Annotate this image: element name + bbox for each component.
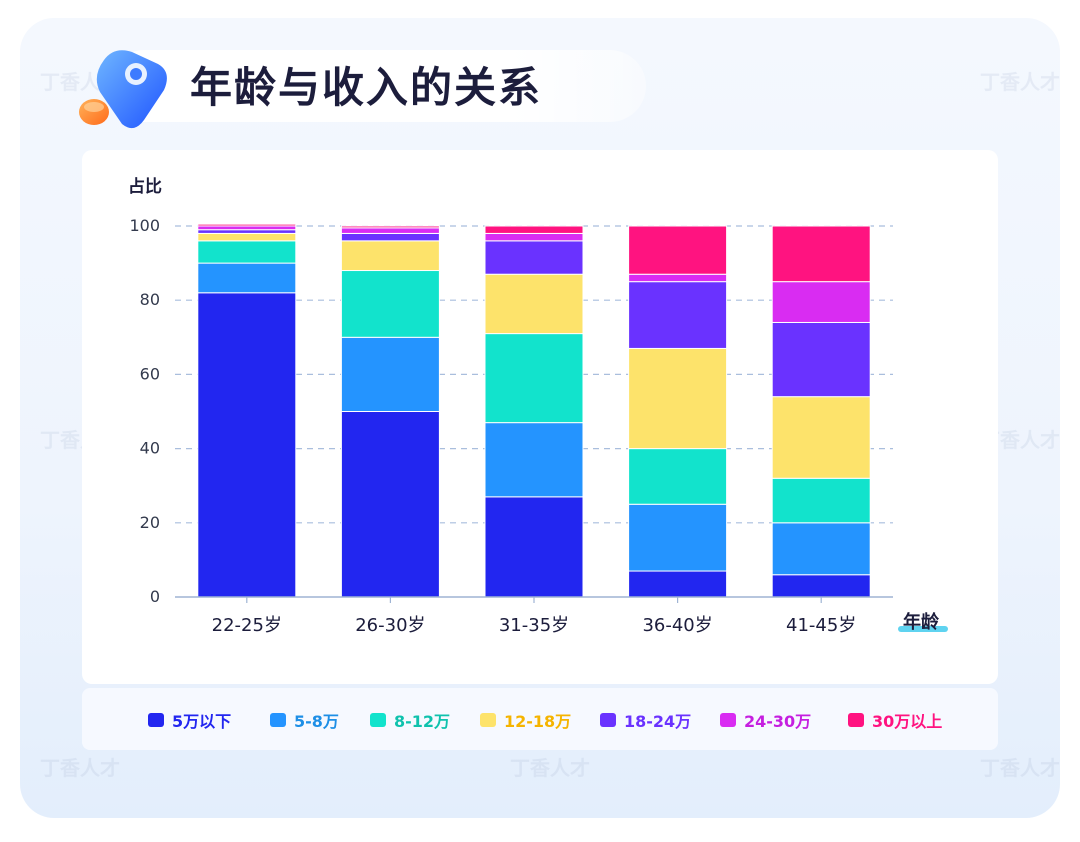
watermark: 丁香人才: [980, 756, 1060, 780]
legend-label: 5万以下: [172, 712, 232, 731]
legend-item: 5万以下: [148, 710, 232, 731]
bar-segment: [484, 240, 584, 275]
legend-swatch: [270, 713, 286, 727]
legend-swatch: [848, 713, 864, 727]
bar-segment: [340, 336, 440, 412]
bar-segment: [771, 396, 871, 479]
bar-segment: [340, 225, 440, 229]
watermark: 丁香人才: [980, 70, 1060, 94]
y-tick-label: 0: [150, 587, 160, 606]
bar-segment: [197, 240, 297, 264]
legend-item: 5-8万: [270, 710, 339, 731]
bar-segment: [484, 225, 584, 234]
legend-label: 30万以上: [872, 712, 943, 731]
y-tick-label: 60: [140, 364, 160, 383]
legend-label: 24-30万: [744, 712, 812, 731]
legend-item: 18-24万: [600, 710, 692, 731]
bar-segment: [197, 232, 297, 242]
bar-segment: [484, 333, 584, 424]
bar-segment: [197, 292, 297, 598]
watermark: 丁香人才: [510, 756, 590, 780]
bar-segment: [771, 225, 871, 283]
y-tick-label: 80: [140, 290, 160, 309]
bar-segment: [628, 281, 728, 349]
bar-segment: [340, 411, 440, 598]
bar-segment: [484, 273, 584, 335]
x-tick-label: 22-25岁: [212, 615, 282, 636]
legend-item: 24-30万: [720, 710, 812, 731]
y-tick-label: 40: [140, 439, 160, 458]
bar-segment: [628, 570, 728, 598]
legend-swatch: [480, 713, 496, 727]
legend-label: 18-24万: [624, 712, 692, 731]
legend-swatch: [148, 713, 164, 727]
bar-segment: [340, 240, 440, 272]
bar-segment: [197, 262, 297, 294]
bar-segment: [484, 496, 584, 598]
legend-swatch: [370, 713, 386, 727]
bar-segment: [771, 477, 871, 524]
bar-segment: [628, 347, 728, 450]
legend-swatch: [600, 713, 616, 727]
legend-label: 12-18万: [504, 712, 572, 731]
bar-segment: [628, 225, 728, 275]
bar-segment: [771, 281, 871, 323]
x-axis-label-highlight: [898, 626, 948, 632]
logo-icon: [79, 50, 167, 129]
legend-item: 12-18万: [480, 710, 572, 731]
y-tick-label: 100: [129, 216, 160, 235]
legend: 5万以下 5-8万 8-12万 12-18万 18-24万 24-30万 30万以上: [82, 688, 998, 750]
legend-swatch: [720, 713, 736, 727]
bar-segment: [340, 227, 440, 234]
x-tick-label: 41-45岁: [786, 615, 856, 636]
legend-label: 8-12万: [394, 712, 451, 731]
bar-segment: [484, 232, 584, 242]
bar-segment: [628, 448, 728, 505]
y-axis-label: 占比: [128, 176, 162, 197]
title-pill: [108, 50, 646, 122]
bar-segment: [771, 522, 871, 576]
bar-segment: [197, 229, 297, 234]
page-title: 年龄与收入的关系: [190, 63, 543, 112]
bar-segment: [197, 223, 297, 227]
bar-segment: [340, 270, 440, 338]
bar-segment: [771, 321, 871, 398]
x-tick-label: 36-40岁: [642, 615, 712, 636]
bar-segment: [484, 422, 584, 498]
bar-segment: [340, 232, 440, 242]
legend-item: 30万以上: [848, 710, 943, 731]
legend-item: 8-12万: [370, 710, 451, 731]
legend-label: 5-8万: [294, 712, 339, 731]
x-axis-label: 年龄: [903, 611, 940, 633]
y-tick-label: 20: [140, 513, 160, 532]
x-tick-label: 26-30岁: [355, 615, 425, 636]
bar-segment: [771, 574, 871, 598]
bar-segment: [628, 503, 728, 572]
bar-segment: [197, 225, 297, 231]
bar-segment: [628, 273, 728, 283]
x-tick-label: 31-35岁: [499, 615, 569, 636]
watermark: 丁香人才: [40, 756, 120, 780]
